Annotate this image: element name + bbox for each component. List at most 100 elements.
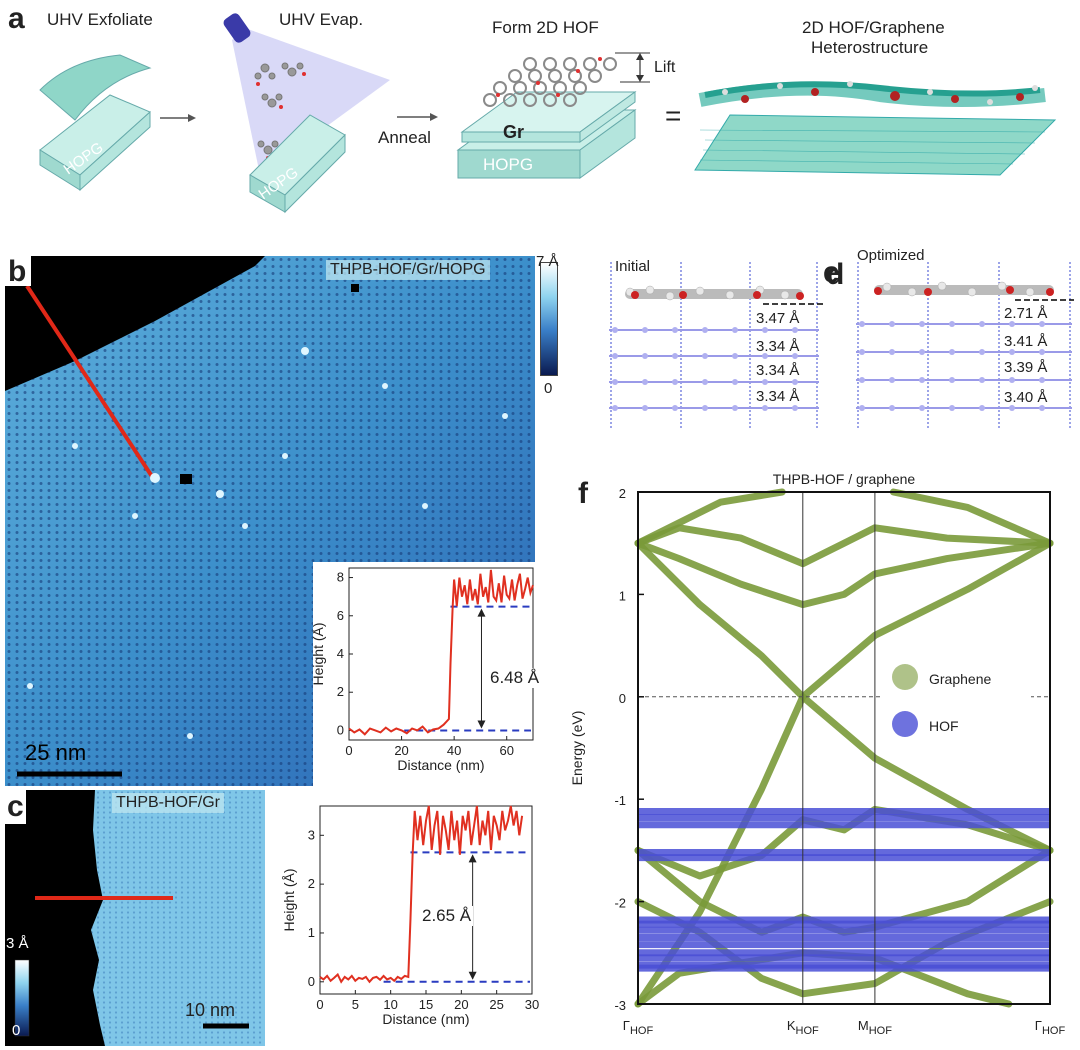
y-tick-label: 8: [337, 570, 344, 585]
plot-frame: [637, 491, 1051, 1005]
x-tick-label: 25: [489, 997, 503, 1012]
x-tick-label: 60: [499, 743, 513, 758]
panel-b-overlay-text: THPB-HOF/Gr/HOPG: [326, 260, 490, 280]
hof-molecule-e: [874, 281, 1054, 297]
hopg-label-3: HOPG: [483, 155, 533, 174]
hof-layer: [698, 81, 1046, 107]
panel-a-schematic: HOPG HOPG Anneal Gr HOPG Lift =: [39, 13, 1057, 214]
y-tick-label: 2: [619, 486, 626, 501]
hopg-block-1: [39, 54, 152, 192]
panel-c-label: c: [5, 790, 26, 824]
panel-e-title: Optimized: [857, 247, 925, 264]
molecules: [254, 62, 304, 155]
legend-graphene-label: Graphene: [929, 671, 991, 687]
hof-molecule-d: [625, 285, 804, 301]
spacing-e-2: 3.41 Å: [1004, 333, 1047, 350]
panel-f-chart: THPB-HOF / graphene 2 1 0 -1 -2 -3 Energy (eV) Γ…: [569, 471, 1065, 1037]
spacing-d-2: 3.34 Å: [756, 338, 799, 355]
y-tick-label: 0: [308, 974, 315, 989]
y-tick-label: 4: [337, 646, 344, 661]
spacing-d-1: 3.47 Å: [756, 310, 799, 327]
height-profile-line: [319, 805, 524, 984]
anneal-label: Anneal: [378, 128, 431, 147]
y-tick-label: 3: [308, 827, 315, 842]
spacing-e-3: 3.39 Å: [1004, 359, 1047, 376]
x-tick-label: 20: [394, 743, 408, 758]
colorbar-b-max: 7 Å: [536, 253, 559, 270]
spacing-e-4: 3.40 Å: [1004, 389, 1047, 406]
y-tick-label: 2: [337, 684, 344, 699]
x-tick-label: 30: [525, 997, 539, 1012]
step4-title-line2: Heterostructure: [811, 38, 929, 57]
x-axis-label: Distance (nm): [382, 1011, 469, 1027]
step1-title: UHV Exfoliate: [47, 10, 153, 29]
panel-d-label: d: [826, 258, 845, 291]
equals-sign: =: [665, 100, 681, 131]
y-tick-label: -1: [614, 793, 626, 808]
arrow-head-up: [477, 608, 486, 617]
chart-title: THPB-HOF / graphene: [773, 471, 916, 487]
profile-line-b: [25, 284, 155, 480]
step4-title-line1: 2D HOF/Graphene: [802, 18, 945, 37]
panel-c-step-label: 2.65 Å: [420, 906, 474, 926]
kpoint-label: MHOF: [858, 1018, 892, 1037]
x-tick-label: 0: [345, 743, 352, 758]
graphene-band: [889, 488, 1054, 547]
panel-e-structure: 2.71 Å 3.41 Å 3.39 Å 3.40 Å: [856, 262, 1074, 430]
inset-b-chart: 0 20 40 60 0 2 4 6 8 Distance (nm) Height (Å): [313, 567, 534, 773]
graphene-band: [634, 539, 1054, 609]
colorbar-c-min: 0: [12, 1022, 21, 1039]
lift-label: Lift: [654, 59, 676, 76]
spacing-d-3: 3.34 Å: [756, 362, 799, 379]
arrow-head-up: [468, 854, 477, 863]
x-tick-label: 5: [352, 997, 359, 1012]
legend-graphene-marker: [892, 664, 918, 690]
panel-d-structure: 3.47 Å 3.34 Å 3.34 Å 3.34 Å: [609, 262, 823, 430]
x-tick-label: 0: [316, 997, 323, 1012]
y-tick-label: -3: [614, 998, 626, 1013]
panel-d-title: Initial: [615, 258, 651, 275]
graphene-band: [634, 524, 1054, 568]
x-tick-label: 10: [383, 997, 397, 1012]
y-tick-label: 2: [308, 876, 315, 891]
gr-label: Gr: [503, 122, 524, 142]
scale-bar-b-label: 25 nm: [25, 740, 87, 765]
colorbar-c: [14, 959, 30, 1037]
scale-bar-c-label: 10 nm: [185, 1000, 236, 1020]
legend-hof-label: HOF: [929, 718, 959, 734]
graphene-band: [634, 488, 786, 547]
spacing-d-4: 3.34 Å: [756, 388, 799, 405]
panel-c-overlay-text: THPB-HOF/Gr: [112, 793, 224, 813]
evaporation-beam: [232, 28, 390, 175]
panel-c-chart: 0 5 10 15 20 25 30 0 1 2 3 Distance (nm) Height (Å): [281, 805, 539, 1027]
kpoint-label: ΓHOF: [623, 1018, 654, 1037]
y-axis-label: Height (Å): [313, 622, 326, 685]
hof-lattice: [483, 57, 617, 107]
spacing-e-1: 2.71 Å: [1004, 305, 1047, 322]
y-axis-label: Height (Å): [281, 868, 297, 931]
panel-c-stm-image: [5, 790, 265, 1046]
plot-frame: [348, 567, 534, 741]
colorbar-b: [540, 262, 558, 376]
y-tick-label: 0: [619, 691, 626, 706]
kpoint-label: KHOF: [787, 1018, 819, 1037]
colorbar-c-max: 3 Å: [6, 935, 29, 952]
y-tick-label: -2: [614, 896, 626, 911]
inset-b-step-label: 6.48 Å: [488, 668, 542, 688]
arrow-head-down: [468, 971, 477, 980]
y-tick-label: 6: [337, 608, 344, 623]
substrate-region: [5, 256, 265, 391]
panel-b-label: b: [8, 255, 27, 288]
x-tick-label: 40: [447, 743, 461, 758]
evaporator-icon: [223, 13, 251, 43]
legend-hof-marker: [892, 711, 918, 737]
x-axis-label: Distance (nm): [397, 757, 484, 773]
x-tick-label: 15: [419, 997, 433, 1012]
graphene-sheet: [694, 114, 1057, 176]
colorbar-b-min: 0: [544, 380, 553, 397]
step2-title: UHV Evap.: [279, 10, 364, 29]
y-tick-label: 0: [337, 722, 344, 737]
step3-title: Form 2D HOF: [492, 18, 599, 37]
y-tick-label: 1: [619, 588, 626, 603]
height-profile-line: [348, 569, 534, 736]
